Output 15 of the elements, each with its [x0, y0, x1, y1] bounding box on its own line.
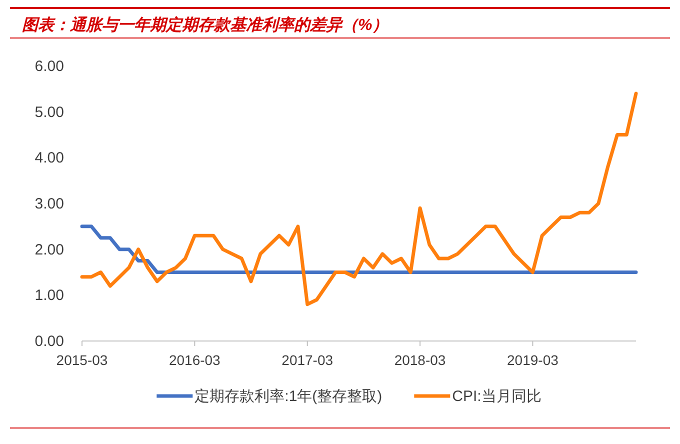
x-tick-label: 2016-03 — [168, 352, 221, 368]
y-tick-label: 3.00 — [34, 196, 64, 212]
legend-label: CPI:当月同比 — [452, 388, 542, 405]
y-tick-label: 2.00 — [34, 241, 64, 258]
x-tick-label: 2015-03 — [56, 352, 108, 368]
x-tick-label: 2018-03 — [394, 352, 446, 368]
legend-label: 定期存款利率:1年(整存整取) — [194, 388, 382, 405]
x-tick-label: 2019-03 — [507, 352, 559, 368]
y-tick-label: 1.00 — [34, 287, 64, 304]
y-tick-label: 6.00 — [34, 58, 64, 75]
y-tick-label: 5.00 — [34, 104, 64, 121]
y-tick-label: 4.00 — [34, 150, 64, 167]
chart-title: 图表：通胀与一年期定期存款基准利率的差异（%） — [22, 15, 388, 34]
x-tick-label: 2017-03 — [282, 352, 334, 368]
y-tick-label: 0.00 — [34, 333, 64, 350]
